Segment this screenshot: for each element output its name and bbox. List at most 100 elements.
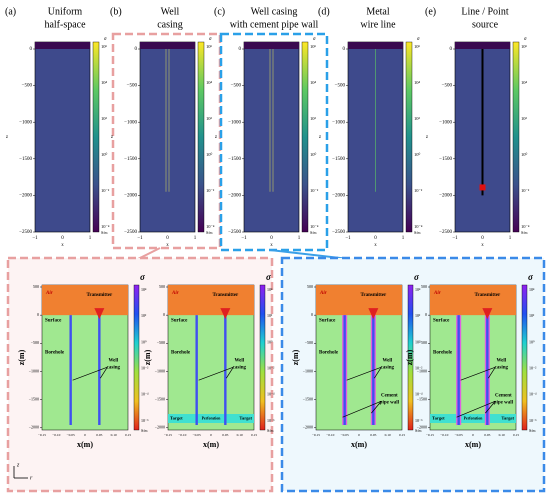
x-axis-label: x	[374, 243, 377, 248]
colorbar-tick-label: 10²	[101, 116, 108, 121]
colorbar-tick-label: 10⁻⁴	[310, 224, 319, 229]
x-tick-label: −0.15	[38, 433, 46, 437]
colorbar-tick-label: 10⁻⁴	[267, 392, 275, 397]
colorbar-tick-label: 10²	[141, 313, 147, 318]
y-tick-label: −500	[335, 84, 346, 89]
colorbar-tick-label: 10⁴	[206, 80, 213, 85]
x-tick-label: −1	[345, 236, 351, 241]
colorbar-tick-label: 10⁶	[521, 44, 528, 49]
colorbar-tick-label: 10⁴	[529, 287, 535, 292]
x-tick-label: −0.15	[312, 433, 320, 437]
colorbar-unit: S/m	[414, 230, 421, 235]
x-tick-label: 1	[194, 236, 197, 241]
colorbar-tick-label: 10⁴	[101, 80, 108, 85]
colorbar-symbol: σ	[524, 37, 527, 42]
surface-label: Surface	[433, 318, 450, 323]
x-tick-label: 0.15	[399, 433, 405, 437]
x-tick-label: 0.15	[513, 433, 519, 437]
x-tick-label: −1	[32, 236, 38, 241]
pointer	[346, 366, 382, 381]
air-layer	[316, 285, 402, 316]
y-tick-label: −2000	[228, 194, 241, 199]
colorbar-tick-label: 10⁴	[310, 80, 317, 85]
pointer	[342, 400, 382, 418]
surface-label: Surface	[319, 318, 336, 323]
x-tick-label: 0.05	[370, 433, 376, 437]
panel-label: (d)	[318, 6, 330, 17]
y-tick-label: −2000	[19, 194, 32, 199]
x-tick-label: −1	[241, 236, 247, 241]
x-tick-label: 0.10	[237, 433, 243, 437]
y-tick-label: 500	[421, 284, 427, 289]
colorbar-tick-label: 10⁻²	[141, 366, 149, 371]
y-tick-label: −1500	[303, 397, 313, 402]
colorbar-tick-label: 10⁰	[414, 152, 421, 157]
x-tick-label: 0	[472, 433, 474, 437]
casing-label: casing	[381, 365, 395, 370]
y-tick-label: −1500	[124, 157, 137, 162]
casing	[343, 315, 346, 425]
borehole-label: Borehole	[433, 350, 453, 355]
y-tick-label: −2000	[332, 194, 345, 199]
y-tick-label: −1500	[439, 157, 452, 162]
highlight-box	[111, 32, 222, 250]
y-tick-label: −2000	[29, 425, 39, 430]
x-tick-label: −0.10	[326, 433, 334, 437]
y-tick-label: −1000	[417, 368, 427, 373]
x-tick-label: 0	[61, 236, 64, 241]
x-tick-label: 1	[298, 236, 301, 241]
colorbar-symbol: σ	[313, 37, 316, 42]
panel-label: (b)	[110, 6, 122, 17]
x-tick-label: 0	[481, 236, 484, 241]
y-tick-label: 0	[37, 312, 39, 317]
x-tick-label: 0.10	[385, 433, 391, 437]
x-tick-label: 1	[509, 236, 512, 241]
casing-label: casing	[495, 365, 509, 370]
y-tick-label: 0	[30, 47, 33, 52]
x-tick-label: −0.05	[455, 433, 463, 437]
colorbar-tick-label: 10⁰	[310, 152, 317, 157]
transmitter-label: Transmitter	[474, 293, 501, 298]
pointer	[100, 366, 108, 379]
casing-label: casing	[233, 365, 247, 370]
colorbar	[301, 41, 309, 233]
x-tick-label: 1	[89, 236, 92, 241]
coordinate-label: z	[16, 462, 20, 468]
y-axis-label: z	[215, 135, 218, 140]
colorbar-unit: S/m	[521, 230, 528, 235]
pointer	[198, 366, 234, 381]
panel-title: Metal	[366, 6, 390, 17]
air-layer	[348, 42, 403, 49]
x-tick-label: −1	[137, 236, 143, 241]
x-tick-label: −0.15	[426, 433, 434, 437]
x-tick-label: −0.15	[164, 433, 172, 437]
x-axis-label: x	[270, 243, 273, 248]
transmitter-label: Transmitter	[86, 293, 113, 298]
colorbar	[405, 41, 413, 233]
y-tick-label: −500	[419, 340, 427, 345]
air-label: Air	[45, 291, 53, 296]
y-axis-label: z	[111, 135, 114, 140]
colorbar-symbol: σ	[140, 272, 146, 282]
y-tick-label: −500	[127, 84, 138, 89]
panel-title: casing	[157, 19, 183, 30]
colorbar-tick-label: 10²	[267, 313, 273, 318]
panel-label: (a)	[5, 6, 16, 17]
air-label: Air	[171, 291, 179, 296]
y-tick-label: 0	[239, 47, 242, 52]
target-layer	[168, 414, 254, 423]
x-tick-label: 0	[358, 433, 360, 437]
colorbar-tick-label: 10⁰	[206, 152, 213, 157]
colorbar-tick-label: 10⁻⁴	[414, 224, 423, 229]
y-tick-label: 500	[307, 284, 313, 289]
y-tick-label: −1000	[332, 120, 345, 125]
perforation-label: Perforation	[464, 416, 484, 420]
air-layer	[455, 42, 510, 49]
transmitter	[368, 308, 379, 320]
colorbar-tick-label: 10⁴	[415, 287, 421, 292]
y-tick-label: −1500	[228, 157, 241, 162]
panel-title: Line / Point	[461, 6, 508, 17]
y-tick-label: −2000	[155, 425, 165, 430]
air-label: Air	[433, 291, 441, 296]
